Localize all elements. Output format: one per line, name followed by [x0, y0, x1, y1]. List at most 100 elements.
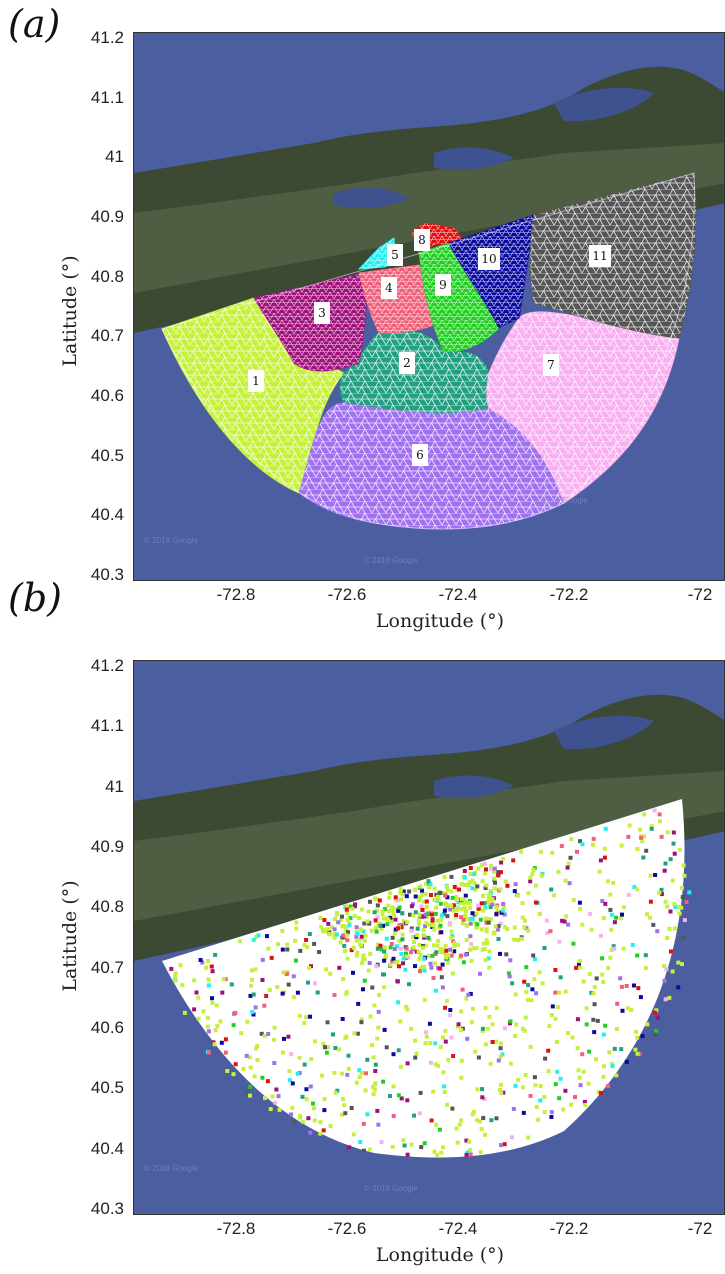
mesh-overlay	[299, 403, 564, 529]
sensor-point	[635, 1035, 640, 1040]
sensor-point	[363, 933, 368, 938]
sensor-point	[528, 1044, 533, 1049]
sensor-point	[682, 873, 687, 878]
mesh-overlay	[419, 243, 499, 352]
sensor-point	[259, 1031, 264, 1036]
sensor-point	[506, 971, 511, 976]
sensor-point	[533, 957, 537, 962]
sensor-point	[667, 995, 672, 1000]
sensor-point	[484, 883, 489, 888]
sensor-point	[440, 985, 445, 990]
sensor-point	[474, 925, 479, 930]
sensor-point	[443, 1039, 448, 1044]
sensor-point	[409, 904, 414, 909]
sensor-point	[672, 851, 677, 856]
sensor-point	[657, 890, 662, 895]
sensor-point	[420, 888, 424, 893]
sensor-point	[483, 958, 488, 962]
sensor-point	[333, 1046, 338, 1050]
sensor-point	[419, 1145, 424, 1150]
sensor-point	[490, 1040, 495, 1044]
sensor-point	[472, 872, 476, 877]
sensor-point	[533, 900, 538, 905]
sensor-point	[340, 924, 345, 929]
sensor-point	[564, 914, 569, 919]
sensor-point	[430, 953, 435, 958]
sensor-point	[626, 1006, 631, 1011]
sensor-point	[401, 919, 406, 924]
sensor-point	[672, 902, 677, 907]
sensor-point	[547, 1024, 552, 1029]
sensor-point	[420, 892, 425, 897]
sensor-point	[534, 1104, 539, 1109]
sensor-point	[446, 953, 451, 958]
sensor-point	[351, 970, 355, 975]
sensor-point	[361, 1121, 366, 1126]
sensor-point	[417, 922, 421, 927]
sensor-point	[445, 895, 450, 900]
sensor-point	[504, 952, 509, 957]
sensor-point	[446, 960, 451, 965]
sensor-point	[638, 995, 643, 1000]
sensor-point	[409, 1142, 414, 1147]
sensor-point	[362, 978, 367, 983]
sensor-point	[275, 942, 280, 947]
sensor-point	[388, 915, 393, 920]
sensor-point	[510, 1135, 514, 1140]
sensor-point	[470, 886, 475, 891]
sensor-point	[468, 866, 473, 870]
sensor-point	[273, 1100, 278, 1105]
sensor-point	[345, 1072, 350, 1077]
sensor-point	[619, 984, 624, 989]
sensor-point	[525, 997, 530, 1002]
sensor-point	[424, 1034, 429, 1039]
watermark: © 2018 Google	[534, 496, 588, 505]
sensor-point	[430, 921, 434, 926]
sensor-point	[476, 906, 481, 911]
sensor-point	[460, 987, 465, 992]
sensor-point	[304, 1015, 309, 1020]
sensor-point	[426, 879, 431, 884]
sensor-point	[528, 875, 533, 880]
sensor-point	[653, 873, 658, 877]
sensor-point	[307, 966, 312, 970]
sensor-point	[439, 913, 444, 918]
sensor-point	[671, 830, 676, 835]
sensor-point	[255, 1058, 260, 1062]
sensor-point	[254, 1046, 259, 1051]
sensor-point	[326, 1045, 330, 1050]
sensor-point	[399, 1064, 404, 1069]
sensor-point	[428, 961, 433, 966]
sensor-point	[368, 1014, 373, 1019]
sensor-point	[250, 968, 254, 973]
partition-map: 1 2 3 4 5 6 7 8 9 10 11 © 2018 Google © 2018 Googl…	[134, 33, 724, 580]
sensor-point	[465, 917, 470, 922]
sensor-point	[205, 1024, 210, 1029]
sensor-point	[354, 934, 359, 939]
sensor-point	[470, 878, 475, 883]
sensor-point	[405, 1152, 410, 1157]
sensor-point	[298, 948, 303, 953]
sensor-point	[414, 1051, 419, 1056]
sensor-point	[475, 1118, 480, 1123]
sensor-point	[444, 999, 449, 1003]
sensor-point	[580, 922, 585, 927]
sensor-point	[643, 966, 648, 971]
sensor-point	[485, 1026, 490, 1031]
sensor-point	[563, 1088, 568, 1093]
sensor-point	[404, 951, 408, 956]
sensor-point	[450, 1106, 455, 1111]
sensor-point	[413, 1055, 418, 1060]
watermark: © 2018 Google	[144, 536, 198, 545]
sensor-point	[332, 993, 337, 997]
sensor-point	[298, 1113, 303, 1118]
sensor-point	[526, 1135, 531, 1140]
sensor-point	[376, 942, 380, 947]
sensor-point	[648, 899, 653, 904]
sensor-point	[389, 941, 394, 946]
sensor-point	[486, 956, 491, 961]
sensor-point	[680, 895, 685, 900]
sensor-point	[655, 1015, 660, 1020]
sensor-point	[266, 946, 271, 951]
sensor-point	[489, 917, 493, 922]
